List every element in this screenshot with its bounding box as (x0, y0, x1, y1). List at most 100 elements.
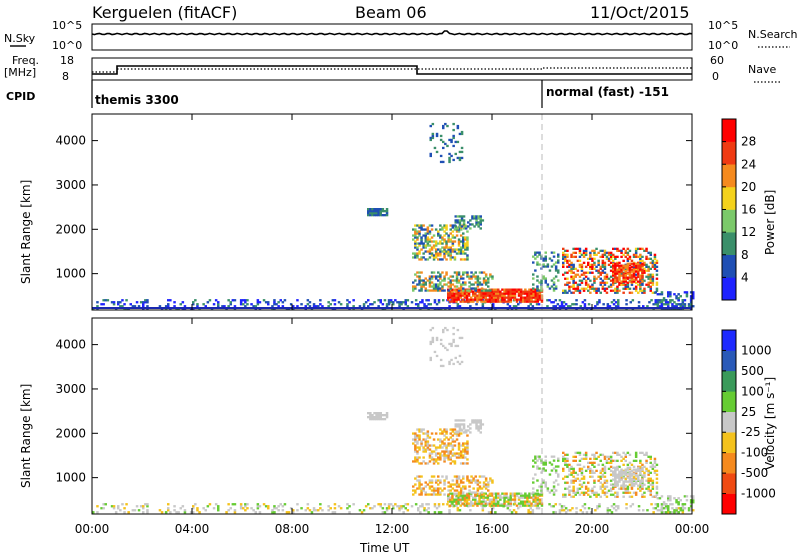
power-cell (479, 227, 482, 230)
velocity-cell (550, 489, 554, 492)
power-cell (557, 261, 560, 264)
velocity-cell (414, 456, 417, 459)
power-cell (459, 290, 462, 293)
velocity-cell (554, 479, 558, 482)
velocity-cell (637, 468, 640, 471)
velocity-cell (582, 457, 586, 460)
power-cell (634, 251, 638, 254)
velocity-cell (568, 467, 571, 470)
velocity-cell (614, 509, 618, 512)
power-cell (449, 240, 452, 243)
velocity-cell (578, 479, 582, 482)
power-cell (653, 253, 657, 256)
power-cell (603, 271, 607, 274)
velocity-cell (482, 498, 485, 501)
power-cell (641, 289, 644, 292)
power-cell (420, 242, 423, 245)
power-cell (618, 274, 621, 277)
power-cell (479, 215, 482, 218)
power-cell (437, 283, 440, 286)
velocity-cell (542, 461, 545, 464)
power-cell (574, 273, 577, 276)
velocity-cell (287, 511, 291, 514)
velocity-cell (626, 463, 630, 466)
power-cell (587, 271, 590, 274)
velocity-cell (589, 495, 592, 498)
velocity-cell (432, 458, 436, 461)
power-cell (167, 299, 170, 302)
power-cell (475, 303, 478, 306)
power-cell (626, 281, 630, 284)
power-cell (466, 271, 469, 274)
power-cell (632, 255, 636, 258)
velocity-cell (677, 497, 680, 500)
power-cell (497, 300, 500, 303)
power-cell (618, 283, 621, 286)
velocity-cell (582, 481, 586, 484)
velocity-cell (582, 493, 586, 496)
velocity-cell (624, 453, 627, 456)
velocity-cell (537, 507, 541, 510)
velocity-cell (447, 498, 450, 501)
velocity-cell (480, 491, 484, 494)
power-cell (557, 271, 560, 274)
power-cell (244, 301, 247, 304)
velocity-cell (484, 485, 488, 488)
velocity-cell (429, 342, 432, 346)
power-cell (580, 269, 584, 272)
nsearch-label: N.Search (748, 28, 798, 41)
power-cell (369, 212, 372, 215)
power-cell (669, 291, 672, 294)
velocity-cell (457, 493, 461, 496)
power-cell (616, 287, 619, 290)
velocity-cell (455, 498, 458, 501)
power-cell (584, 251, 588, 254)
power-cell (416, 275, 419, 278)
power-cell (630, 262, 634, 265)
power-cell (455, 296, 458, 299)
power-cell (528, 298, 531, 301)
power-cell (217, 305, 220, 308)
power-colorbar-label: Power [dB] (763, 190, 777, 255)
velocity-cell (467, 425, 470, 428)
power-cell (566, 249, 569, 252)
power-cell (626, 283, 630, 286)
velocity-cell (608, 509, 612, 512)
power-cell (578, 291, 582, 294)
colorbar-swatch (722, 473, 736, 494)
power-cell (432, 244, 436, 247)
velocity-cell (624, 470, 627, 473)
power-cell (595, 269, 598, 272)
velocity-cell (538, 502, 542, 505)
power-cell (418, 289, 421, 292)
velocity-cell (509, 496, 512, 499)
velocity-cell (459, 444, 463, 447)
power-cell (614, 274, 617, 277)
velocity-cell (589, 489, 592, 492)
power-cell (484, 279, 488, 282)
power-cell (462, 232, 465, 235)
power-cell (233, 305, 237, 308)
velocity-cell (505, 504, 508, 507)
velocity-cell (439, 428, 442, 431)
power-cell (142, 303, 145, 306)
velocity-cell (596, 505, 599, 508)
power-cell (536, 296, 540, 299)
velocity-cell (630, 478, 634, 481)
power-cell (614, 291, 617, 294)
velocity-cell (562, 509, 566, 512)
power-cell (308, 301, 312, 304)
power-cell (434, 254, 438, 257)
velocity-cell (312, 507, 316, 510)
velocity-cell (183, 511, 187, 514)
colorbar-swatch (722, 254, 736, 278)
velocity-cell (584, 457, 588, 460)
velocity-cell (593, 465, 596, 468)
velocity-cell (660, 509, 664, 512)
velocity-cell (375, 412, 378, 415)
velocity-cell (173, 505, 176, 508)
velocity-cell (572, 491, 575, 494)
power-cell (614, 287, 617, 290)
power-cell (449, 252, 452, 255)
power-cell (609, 289, 613, 292)
